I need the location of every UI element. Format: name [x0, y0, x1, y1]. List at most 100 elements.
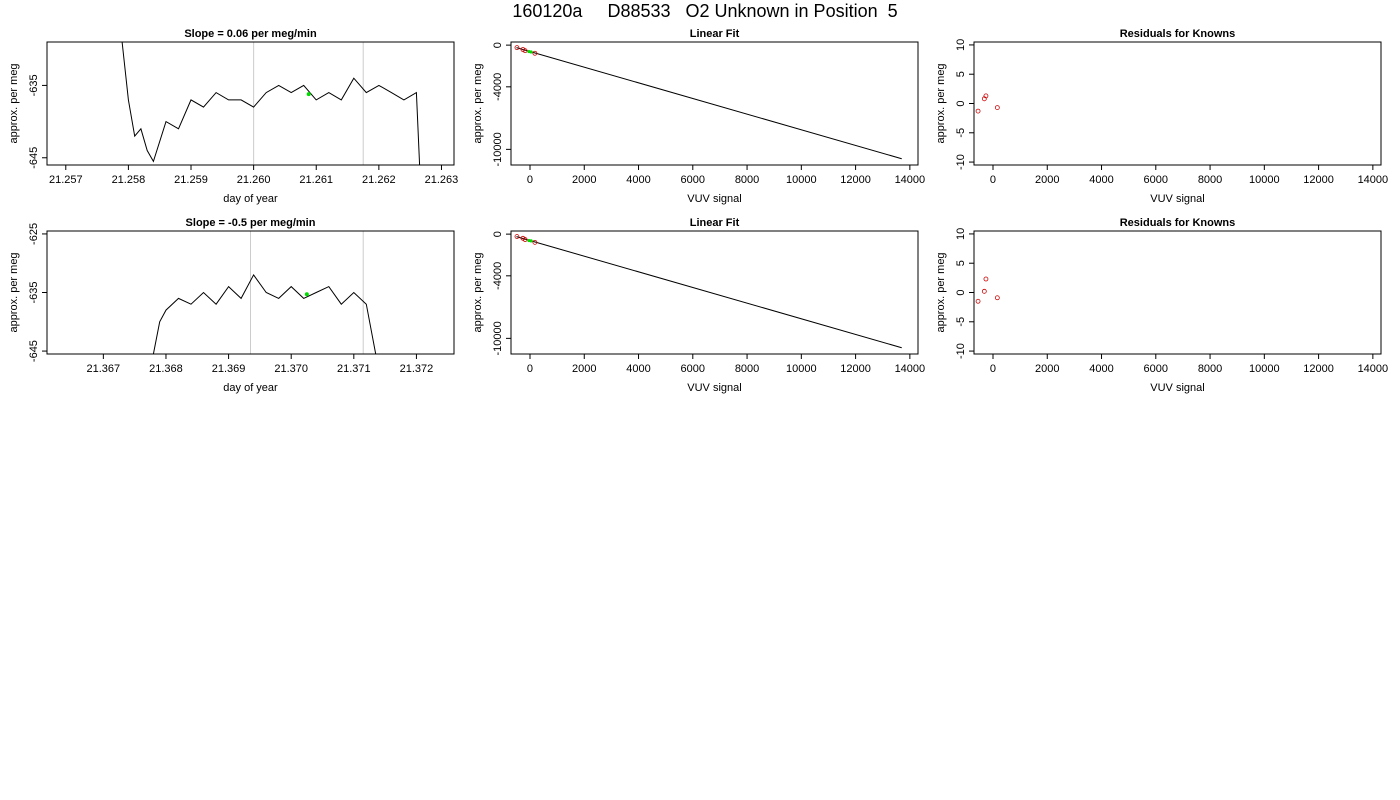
chart-panel-3: Residuals for Knowns 0 2000 4000 6000 8000 10 0… — [935, 28, 1388, 205]
x-axis-label: VUV signal — [1150, 382, 1204, 394]
page-title: 160120a D88533 O2 Unknown in Position 5 — [512, 1, 898, 21]
chart-panel-4: Slope = -0.5 per meg/min 21.367 21.368 21.3… — [8, 217, 455, 394]
x-axis-label: day of year — [223, 193, 278, 205]
y-tick-label: 10 — [955, 39, 967, 51]
x-tick-label: 10000 — [786, 363, 817, 375]
known-point — [532, 239, 538, 245]
x-tick-label: 6000 — [681, 174, 705, 186]
chart-panel-1: Slope = 0.06 per meg/min 21.257 21.258 21.2… — [8, 28, 458, 205]
x-tick-label: 10000 — [1249, 363, 1280, 375]
chart-panel-2: Linear Fit 0 2000 4000 6000 8000 10000 12000 140… — [472, 28, 925, 205]
y-axis-label: approx. per meg — [472, 63, 484, 143]
fit-line — [516, 47, 902, 160]
y-tick-label: -10000 — [492, 321, 504, 355]
plot-frame — [973, 230, 1382, 355]
x-tick-label: 21.262 — [362, 174, 396, 186]
panel-title: Linear Fit — [690, 28, 740, 40]
x-tick-label: 2000 — [1035, 363, 1059, 375]
y-axis-label: approx. per meg — [8, 63, 20, 143]
residual-point — [983, 276, 989, 282]
x-tick-label: 12000 — [840, 174, 871, 186]
y-tick-label: -635 — [28, 74, 40, 96]
fit-line — [516, 236, 902, 349]
y-axis-label: approx. per meg — [472, 252, 484, 332]
residual-point — [994, 295, 1000, 301]
plot-frame — [510, 230, 919, 355]
y-axis-label: approx. per meg — [8, 252, 20, 332]
y-tick-label: 0 — [492, 231, 504, 237]
plot-frame — [46, 41, 455, 166]
x-axis-label: VUV signal — [1150, 193, 1204, 205]
x-tick-label: 8000 — [1198, 363, 1222, 375]
series-line — [121, 42, 421, 165]
y-tick-label: 0 — [492, 42, 504, 48]
known-point — [532, 50, 538, 56]
x-tick-label: 21.257 — [49, 174, 83, 186]
y-tick-label: -5 — [955, 128, 967, 138]
y-tick-label: 0 — [955, 100, 967, 106]
residual-point — [983, 93, 989, 99]
y-tick-label: -645 — [28, 340, 40, 362]
chart-panel-5: Linear Fit 0 2000 4000 6000 8000 10000 12000 140… — [472, 217, 925, 394]
panel-title: Linear Fit — [690, 217, 740, 229]
x-tick-label: 2000 — [572, 174, 596, 186]
x-tick-label: 8000 — [735, 174, 759, 186]
x-tick-label: 4000 — [1089, 174, 1113, 186]
y-tick-label: -10 — [955, 343, 967, 359]
x-tick-label: 0 — [527, 363, 533, 375]
x-tick-label: 0 — [990, 363, 996, 375]
y-tick-label: -10000 — [492, 132, 504, 166]
y-tick-label: 10 — [955, 228, 967, 240]
x-tick-label: 21.259 — [174, 174, 208, 186]
residual-point — [975, 298, 981, 304]
x-tick-label: 6000 — [1144, 363, 1168, 375]
x-axis-label: day of year — [223, 382, 278, 394]
x-tick-label: 21.369 — [212, 363, 246, 375]
y-tick-label: -4000 — [492, 262, 504, 290]
plot-frame — [510, 41, 919, 166]
y-tick-label: -635 — [28, 281, 40, 303]
x-tick-label: 14000 — [1358, 363, 1389, 375]
x-tick-label: 21.260 — [237, 174, 271, 186]
x-tick-label: 21.368 — [149, 363, 183, 375]
panel-title: Slope = -0.5 per meg/min — [186, 217, 316, 229]
x-tick-label: 6000 — [681, 363, 705, 375]
panel-title: Residuals for Knowns — [1120, 217, 1236, 229]
x-tick-label: 4000 — [626, 363, 650, 375]
x-tick-label: 21.367 — [87, 363, 121, 375]
x-tick-label: 10000 — [786, 174, 817, 186]
x-tick-label: 21.263 — [425, 174, 459, 186]
residual-point — [975, 108, 981, 114]
x-tick-label: 0 — [527, 174, 533, 186]
plot-frame — [973, 41, 1382, 166]
unknown-point — [529, 239, 533, 243]
x-tick-label: 0 — [990, 174, 996, 186]
x-axis-label: VUV signal — [687, 193, 741, 205]
series-line — [152, 273, 377, 354]
x-tick-label: 21.370 — [274, 363, 308, 375]
x-tick-label: 14000 — [1358, 174, 1389, 186]
y-tick-label: 5 — [955, 260, 967, 266]
panel-title: Residuals for Knowns — [1120, 28, 1236, 40]
y-axis-label: approx. per meg — [935, 252, 947, 332]
x-tick-label: 6000 — [1144, 174, 1168, 186]
highlight-point — [304, 292, 309, 297]
y-tick-label: -4000 — [492, 73, 504, 101]
known-point — [522, 48, 528, 54]
known-point — [514, 45, 520, 51]
x-tick-label: 12000 — [1303, 174, 1334, 186]
y-axis-label: approx. per meg — [935, 63, 947, 143]
x-tick-label: 8000 — [1198, 174, 1222, 186]
y-tick-label: -645 — [28, 147, 40, 169]
x-axis-label: VUV signal — [687, 382, 741, 394]
residual-point — [994, 105, 1000, 110]
highlight-point — [306, 92, 311, 97]
x-tick-label: 2000 — [1035, 174, 1059, 186]
y-tick-label: -10 — [955, 154, 967, 170]
known-point — [514, 234, 520, 239]
unknown-point — [529, 50, 533, 54]
x-tick-label: 4000 — [626, 174, 650, 186]
known-point — [522, 237, 528, 242]
panel-title: Slope = 0.06 per meg/min — [184, 28, 317, 40]
